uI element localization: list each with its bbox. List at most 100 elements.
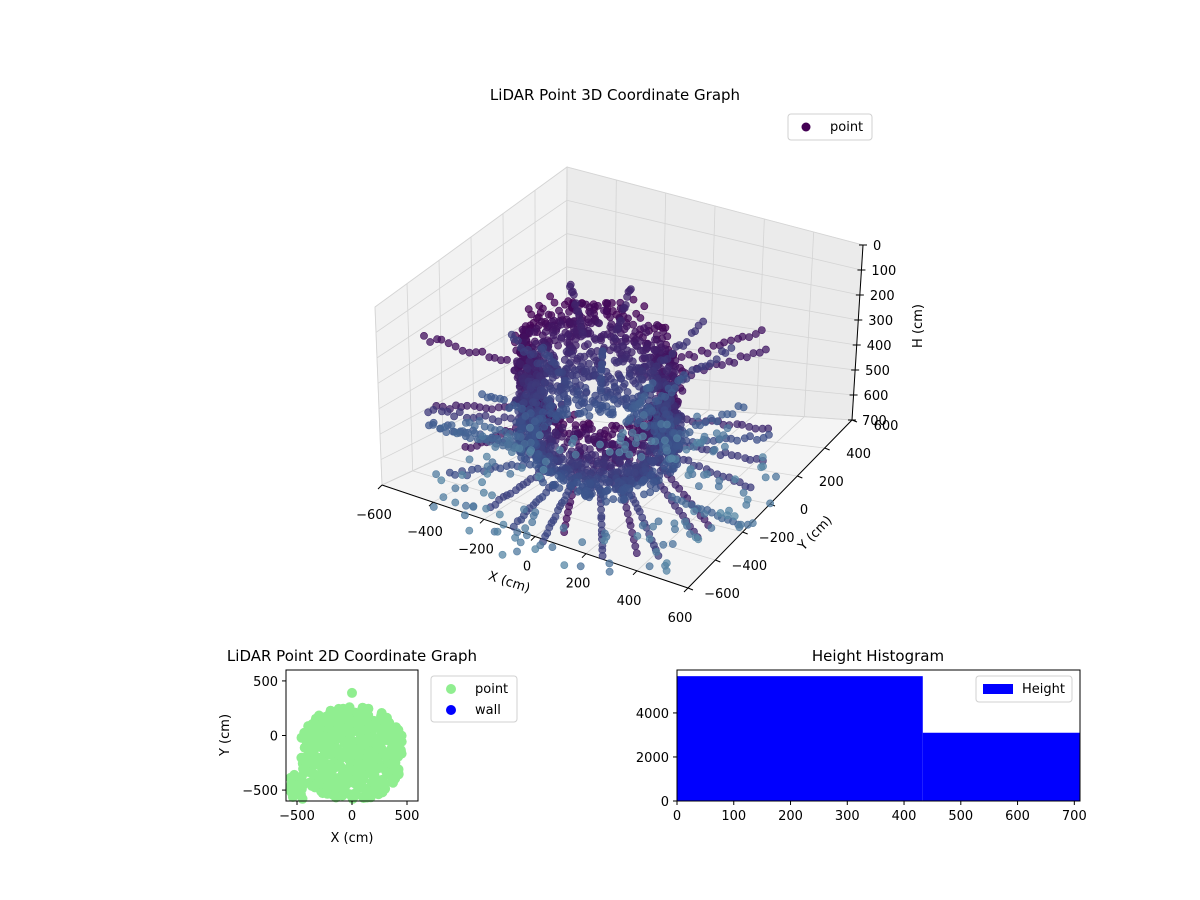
- point-3d: [566, 282, 574, 291]
- point-3d: [712, 355, 721, 364]
- point-3d: [521, 524, 530, 533]
- x-tick-label: 200: [566, 577, 591, 592]
- point-3d: [611, 334, 619, 343]
- point-3d: [712, 429, 721, 438]
- point-2d: [353, 714, 364, 725]
- point-2d: [309, 725, 320, 736]
- point-2d: [393, 728, 404, 739]
- point-3d: [509, 522, 518, 531]
- point-3d: [723, 424, 732, 433]
- point-3d: [487, 405, 496, 414]
- point-3d: [671, 480, 680, 489]
- point-3d: [520, 439, 529, 448]
- point-3d: [601, 529, 609, 538]
- y-tick-label-2d: 500: [253, 675, 278, 690]
- point-3d: [503, 440, 512, 449]
- point-3d: [531, 460, 540, 469]
- point-3d: [480, 422, 489, 431]
- chart-3d: LiDAR Point 3D Coordinate Graph −600 −400…: [356, 86, 926, 626]
- point-3d: [540, 378, 549, 387]
- point-3d: [648, 458, 657, 467]
- point-3d: [464, 428, 472, 437]
- point-3d: [721, 442, 729, 451]
- x-tick: [479, 518, 485, 524]
- x-tick: [632, 570, 638, 576]
- point-3d: [546, 384, 555, 393]
- point-2d: [393, 748, 404, 759]
- point-2d: [346, 774, 357, 785]
- point-2d: [355, 733, 366, 744]
- point-3d: [526, 448, 534, 457]
- point-3d: [499, 520, 508, 529]
- x-tick-label-2d: 0: [348, 809, 356, 824]
- point-3d: [739, 403, 748, 412]
- z-tick-label: 100: [871, 264, 896, 279]
- point-3d: [470, 422, 479, 430]
- y-tick: [742, 531, 748, 535]
- point-3d: [609, 395, 618, 404]
- point-3d: [451, 342, 460, 351]
- point-2d: [343, 767, 354, 778]
- point-2d: [354, 775, 365, 786]
- point-3d: [531, 545, 540, 553]
- point-3d: [600, 306, 608, 315]
- y-tick-label: −400: [731, 559, 767, 574]
- point-3d: [523, 364, 532, 373]
- point-3d: [663, 420, 671, 429]
- point-3d: [599, 330, 608, 339]
- point-3d: [625, 372, 634, 381]
- point-3d: [528, 518, 537, 527]
- point-3d: [526, 438, 535, 447]
- point-3d: [551, 512, 560, 521]
- x-tick-label: 0: [523, 560, 531, 575]
- point-3d: [741, 482, 750, 491]
- point-3d: [663, 367, 671, 375]
- point-3d: [633, 504, 642, 512]
- point-3d: [507, 448, 516, 456]
- point-3d: [626, 414, 635, 422]
- z-tick-label: 300: [868, 314, 893, 329]
- ticks-2d: −500−500 0 0 500 500: [242, 675, 419, 824]
- point-3d: [437, 476, 446, 485]
- point-3d: [597, 505, 605, 514]
- point-3d: [670, 519, 679, 528]
- point-3d: [736, 352, 745, 361]
- point-3d: [521, 412, 530, 420]
- point-3d: [757, 463, 765, 472]
- point-3d: [581, 383, 590, 392]
- point-3d: [638, 521, 647, 530]
- point-3d: [710, 445, 719, 454]
- point-3d: [761, 473, 770, 482]
- point-3d: [539, 478, 547, 487]
- point-3d: [693, 438, 702, 447]
- hist-bars: [677, 676, 1080, 801]
- x-tick-label-2d: 500: [395, 809, 420, 824]
- point-3d: [629, 320, 638, 329]
- point-3d: [594, 459, 602, 468]
- point-3d: [661, 392, 669, 401]
- point-3d: [739, 488, 748, 497]
- legend-hist-box: [975, 675, 1073, 703]
- point-3d: [662, 566, 671, 575]
- point-3d: [749, 349, 758, 357]
- point-3d: [533, 359, 542, 368]
- point-3d: [637, 375, 646, 383]
- y-tick: [824, 447, 830, 451]
- point-3d: [706, 359, 715, 368]
- point-3d: [727, 451, 736, 460]
- point-3d: [649, 478, 658, 486]
- point-3d: [527, 310, 536, 319]
- point-3d: [531, 381, 540, 390]
- point-3d: [667, 454, 676, 463]
- point-3d: [639, 421, 648, 430]
- point-3d: [573, 487, 582, 496]
- point-3d: [556, 474, 565, 483]
- point-3d: [654, 396, 663, 405]
- point-3d: [600, 393, 609, 402]
- point-3d: [573, 478, 582, 487]
- legend-hist-swatch: [983, 684, 1013, 694]
- point-3d: [585, 349, 594, 358]
- point-3d: [450, 412, 458, 421]
- point-3d: [621, 301, 630, 309]
- point-3d: [699, 317, 708, 326]
